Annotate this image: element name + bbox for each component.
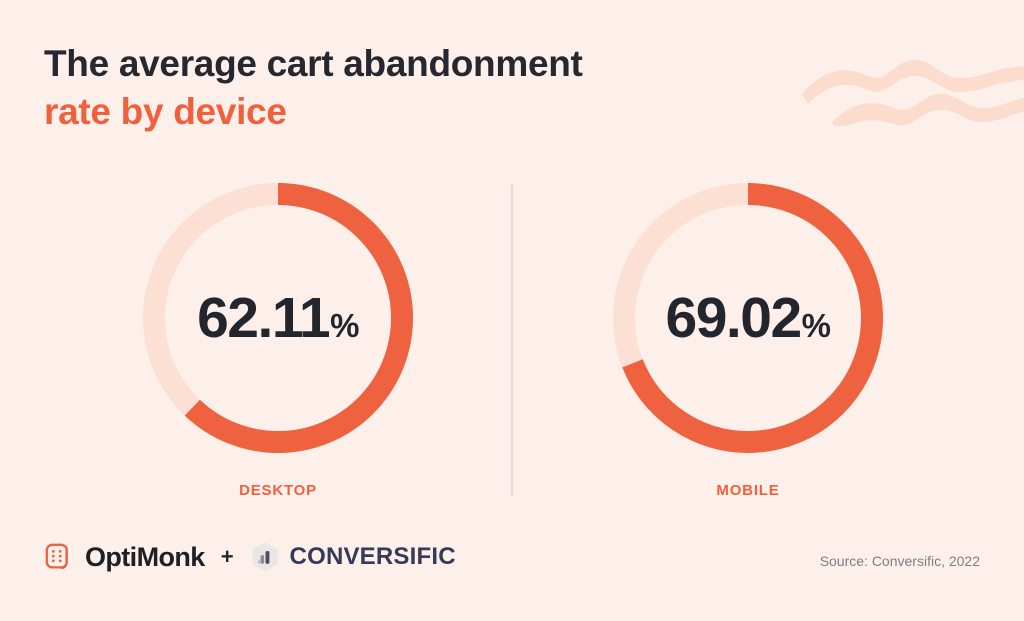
donut-arc-desktop	[143, 183, 413, 453]
donut-desktop-value: 62.11%	[197, 285, 359, 350]
donut-arc-mobile	[613, 183, 883, 453]
donut-chart-mobile: 69.02% MOBILE	[583, 168, 913, 499]
chart-divider	[511, 184, 513, 496]
device-label-mobile: MOBILE	[716, 482, 780, 499]
page-title: The average cart abandonment rate by dev…	[44, 44, 583, 132]
donut-desktop-center: 62.11%	[128, 168, 428, 468]
title-line-1: The average cart abandonment	[44, 43, 583, 84]
donut-desktop: 62.11%	[128, 168, 428, 468]
plus-separator: +	[220, 544, 234, 569]
device-label-desktop: DESKTOP	[239, 482, 317, 499]
donut-mobile-number: 69.02	[665, 285, 803, 350]
source-attribution: Source: Conversific, 2022	[819, 553, 980, 569]
donut-desktop-number: 62.11	[197, 285, 331, 350]
conversific-wordmark: CONVERSIFIC	[289, 543, 456, 570]
title-line-2: rate by device	[44, 90, 287, 132]
conversific-logo-icon	[252, 542, 277, 572]
optimonk-logo-icon	[45, 543, 68, 569]
donut-mobile-svg	[613, 183, 883, 453]
donut-desktop-svg	[143, 183, 413, 453]
donut-mobile-value: 69.02%	[665, 285, 831, 350]
optimonk-wordmark: OptiMonk	[85, 541, 205, 572]
donut-mobile-percent-sign: %	[801, 306, 831, 344]
brand-lockup: OptiMonk + CONVERSIFIC	[44, 541, 456, 573]
footer: OptiMonk + CONVERSIFIC Source: Conversif…	[0, 529, 1024, 621]
donut-mobile-center: 69.02%	[598, 168, 898, 468]
charts-container: 62.11% DESKTOP 69.02% MOBILE	[0, 168, 1024, 518]
donut-mobile: 69.02%	[598, 168, 898, 468]
decorative-waves	[802, 59, 1024, 126]
donut-chart-desktop: 62.11% DESKTOP	[113, 168, 443, 499]
donut-desktop-percent-sign: %	[330, 306, 359, 344]
